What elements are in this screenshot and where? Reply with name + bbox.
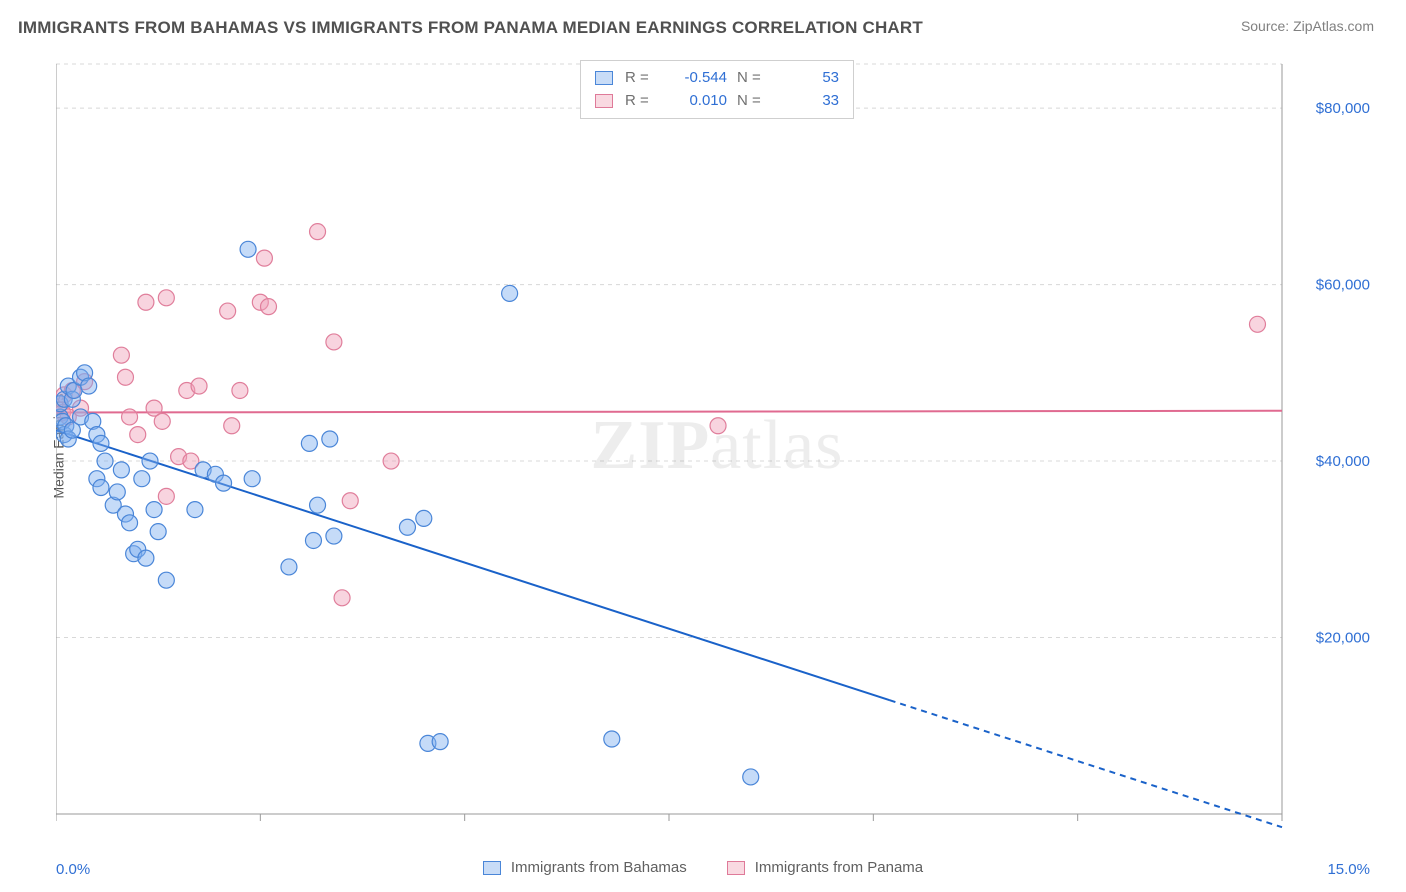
chart-title: IMMIGRANTS FROM BAHAMAS VS IMMIGRANTS FR… (18, 18, 923, 38)
swatch-blue (483, 861, 501, 875)
legend: Immigrants from Bahamas Immigrants from … (0, 859, 1406, 876)
legend-item-bahamas: Immigrants from Bahamas (483, 859, 687, 876)
n-label: N = (737, 67, 767, 90)
n-value-b: 33 (777, 90, 839, 113)
n-label: N = (737, 90, 767, 113)
svg-text:$80,000: $80,000 (1316, 100, 1370, 117)
svg-text:$20,000: $20,000 (1316, 630, 1370, 647)
swatch-blue (595, 71, 613, 85)
source-attribution: Source: ZipAtlas.com (1241, 18, 1374, 34)
legend-label-a: Immigrants from Bahamas (511, 859, 687, 876)
stats-row-bahamas: R = -0.544 N = 53 (595, 67, 839, 90)
r-value-a: -0.544 (665, 67, 727, 90)
stats-row-panama: R = 0.010 N = 33 (595, 90, 839, 113)
legend-label-b: Immigrants from Panama (755, 859, 923, 876)
legend-item-panama: Immigrants from Panama (727, 859, 923, 876)
swatch-pink (595, 94, 613, 108)
plot-area: ZIPatlas $20,000$40,000$60,000$80,000 R … (56, 60, 1378, 832)
swatch-pink (727, 861, 745, 875)
r-label: R = (625, 90, 655, 113)
n-value-a: 53 (777, 67, 839, 90)
r-label: R = (625, 67, 655, 90)
svg-text:$40,000: $40,000 (1316, 453, 1370, 470)
scatter-chart: $20,000 $40,000 $60,000 $80,000 (56, 60, 1378, 832)
svg-text:$60,000: $60,000 (1316, 277, 1370, 294)
correlation-stats-box: R = -0.544 N = 53 R = 0.010 N = 33 (580, 60, 854, 119)
r-value-b: 0.010 (665, 90, 727, 113)
